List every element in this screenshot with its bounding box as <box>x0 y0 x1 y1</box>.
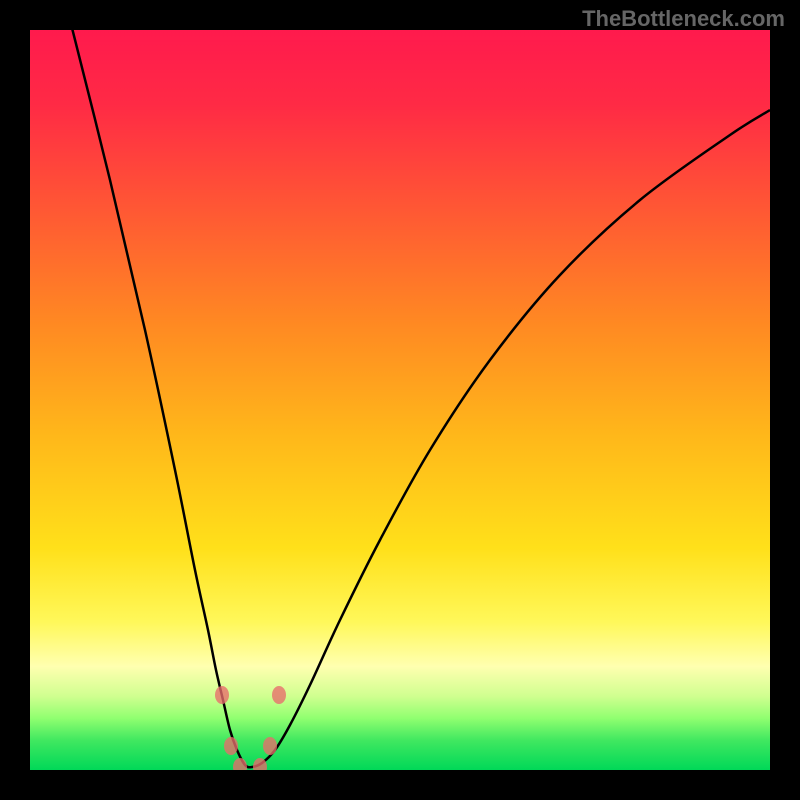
bottleneck-curve <box>70 30 770 767</box>
curve-marker <box>233 758 247 770</box>
curve-marker <box>272 686 286 704</box>
curve-marker <box>263 737 277 755</box>
curve-marker <box>224 737 238 755</box>
curve-marker <box>253 758 267 770</box>
curve-layer <box>30 30 770 770</box>
watermark-text: TheBottleneck.com <box>582 6 785 32</box>
chart-area <box>30 30 770 770</box>
curve-marker <box>215 686 229 704</box>
